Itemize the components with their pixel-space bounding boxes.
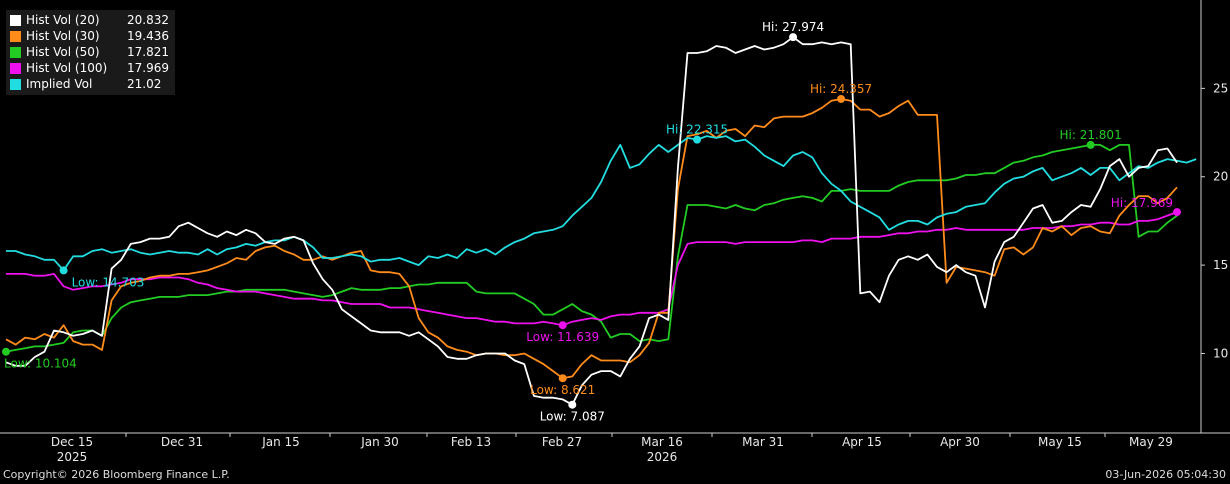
series-layer bbox=[5, 36, 1197, 406]
annotation-marker bbox=[2, 347, 10, 356]
annotation-marker bbox=[693, 135, 702, 144]
annotation-marker bbox=[789, 33, 798, 42]
copyright-text: Copyright© 2026 Bloomberg Finance L.P. bbox=[3, 468, 230, 481]
x-tick-label: Apr 30 bbox=[940, 435, 980, 449]
legend-swatch-hist-vol-100 bbox=[10, 62, 21, 74]
annotation-marker bbox=[837, 94, 846, 103]
legend-label: Hist Vol (50) bbox=[26, 45, 100, 59]
x-tick-label: May 15 bbox=[1038, 435, 1082, 449]
annotation-marker bbox=[558, 374, 567, 383]
series-line-2 bbox=[5, 143, 1178, 353]
legend-item[interactable]: Hist Vol (50) 17.821 bbox=[10, 44, 169, 60]
x-year-label: 2025 bbox=[57, 450, 88, 464]
series-line-0 bbox=[5, 36, 1178, 406]
annotation-label: Hi: 27.974 bbox=[762, 20, 824, 34]
x-tick-label: Apr 15 bbox=[842, 435, 882, 449]
x-tick-label: Dec 15 bbox=[51, 435, 93, 449]
legend-label: Hist Vol (20) bbox=[26, 13, 100, 27]
legend-item[interactable]: Hist Vol (100) 17.969 bbox=[10, 60, 169, 76]
y-tick-label: 25 bbox=[1213, 81, 1228, 95]
annotation-label: Low: 10.104 bbox=[4, 357, 77, 371]
annotation-label: Hi: 24.357 bbox=[810, 82, 872, 96]
annotation-label: Low: 7.087 bbox=[540, 410, 605, 424]
series-line-3 bbox=[6, 211, 1178, 327]
legend-value: 17.969 bbox=[127, 61, 169, 75]
annotation-marker bbox=[1086, 140, 1095, 149]
legend-swatch-hist-vol-50 bbox=[10, 46, 21, 58]
y-tick-label: 10 bbox=[1213, 346, 1228, 360]
legend-swatch-hist-vol-30 bbox=[10, 30, 21, 42]
legend-label: Hist Vol (30) bbox=[26, 29, 100, 43]
x-tick-label: Feb 27 bbox=[542, 435, 582, 449]
series-line-1 bbox=[5, 98, 1178, 380]
annotation-label: Low: 14.703 bbox=[72, 275, 145, 289]
y-tick-label: 20 bbox=[1213, 170, 1228, 184]
annotation-label: Hi: 22.315 bbox=[666, 123, 728, 137]
legend-value: 20.832 bbox=[127, 13, 169, 27]
x-tick-label: May 29 bbox=[1129, 435, 1173, 449]
x-tick-label: Feb 13 bbox=[451, 435, 491, 449]
legend-value: 17.821 bbox=[127, 45, 169, 59]
legend-label: Implied Vol bbox=[26, 77, 93, 91]
legend-swatch-implied-vol bbox=[10, 78, 21, 90]
annotation-label: Hi: 17.969 bbox=[1111, 196, 1173, 210]
legend-value: 21.02 bbox=[127, 77, 162, 91]
legend: Hist Vol (20) 20.832 Hist Vol (30) 19.43… bbox=[6, 10, 175, 95]
x-year-label: 2026 bbox=[647, 450, 678, 464]
legend-label: Hist Vol (100) bbox=[26, 61, 108, 75]
annotation-marker bbox=[558, 321, 567, 330]
x-tick-label: Mar 31 bbox=[742, 435, 784, 449]
annotation-marker bbox=[568, 400, 577, 409]
x-tick-label: Mar 16 bbox=[641, 435, 683, 449]
annotation-marker bbox=[1173, 208, 1181, 217]
y-tick-label: 15 bbox=[1213, 258, 1228, 272]
annotation-label: Low: 11.639 bbox=[526, 330, 599, 344]
legend-item[interactable]: Hist Vol (20) 20.832 bbox=[10, 12, 169, 28]
series-line-4 bbox=[6, 135, 1197, 272]
timestamp-text: 03-Jun-2026 05:04:30 bbox=[1105, 468, 1226, 481]
legend-value: 19.436 bbox=[127, 29, 169, 43]
legend-item[interactable]: Hist Vol (30) 19.436 bbox=[10, 28, 169, 44]
x-tick-label: Jan 30 bbox=[360, 435, 399, 449]
legend-item[interactable]: Implied Vol 21.02 bbox=[10, 76, 169, 92]
annotation-layer: Low: 10.104 Low: 14.703 Low: 11.639 Low: 8.… bbox=[2, 20, 1181, 424]
annotation-label: Low: 8.621 bbox=[530, 383, 595, 397]
x-tick-label: Dec 31 bbox=[161, 435, 203, 449]
x-tick-label: Jan 15 bbox=[261, 435, 300, 449]
annotation-marker bbox=[59, 266, 68, 275]
annotation-label: Hi: 21.801 bbox=[1060, 128, 1122, 142]
legend-swatch-hist-vol-20 bbox=[10, 14, 21, 26]
